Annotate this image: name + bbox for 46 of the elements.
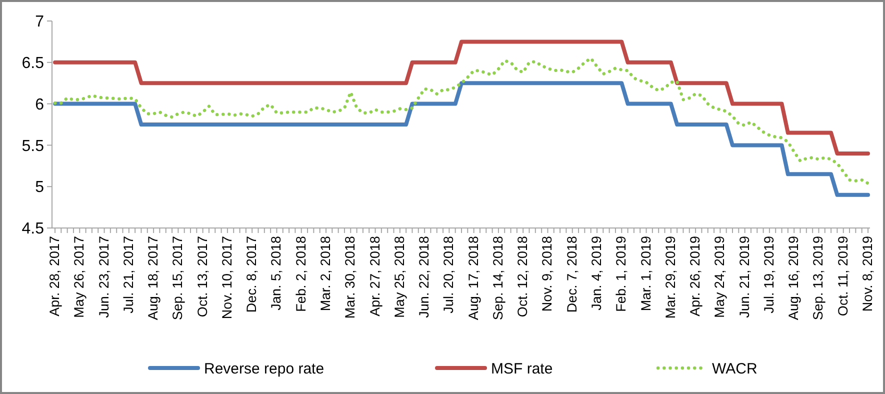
y-tick-label: 5.5 bbox=[22, 138, 44, 155]
x-tick-label: Jul. 20, 2018 bbox=[441, 236, 456, 314]
x-tick-label: Mar. 30, 2018 bbox=[342, 236, 358, 319]
legend-label: MSF rate bbox=[491, 360, 553, 378]
x-tick-label: Oct. 11, 2019 bbox=[835, 236, 850, 316]
x-tick-label: May 26, 2017 bbox=[72, 236, 87, 318]
x-tick-label: Nov. 9, 2018 bbox=[540, 236, 555, 312]
x-tick-label: Feb. 2, 2018 bbox=[293, 236, 308, 312]
x-tick-label: Apr. 26, 2019 bbox=[688, 236, 703, 316]
x-tick-label: Mar. 2, 2018 bbox=[318, 236, 333, 312]
x-tick-label: Mar. 1, 2019 bbox=[638, 236, 654, 312]
legend-label: Reverse repo rate bbox=[204, 360, 324, 378]
x-tick-label: May 24, 2019 bbox=[712, 236, 728, 318]
x-tick-label: Nov. 8, 2019 bbox=[860, 236, 875, 312]
x-tick-label: Nov. 10, 2017 bbox=[219, 236, 234, 320]
x-tick-label: Aug. 16, 2019 bbox=[786, 236, 802, 320]
y-tick-label: 6.5 bbox=[22, 55, 44, 72]
x-tick-label: Jan. 4, 2019 bbox=[589, 236, 604, 310]
x-tick-label: Dec. 8, 2017 bbox=[244, 236, 260, 313]
x-tick-label: Aug. 17, 2018 bbox=[466, 236, 481, 320]
x-tick-label: Jul. 19, 2019 bbox=[761, 236, 776, 314]
y-tick-label: 7 bbox=[35, 14, 44, 31]
x-tick-label: Dec. 7, 2018 bbox=[564, 236, 580, 313]
x-tick-label: Jun. 22, 2018 bbox=[416, 236, 432, 318]
line-series bbox=[53, 81, 870, 197]
x-tick-label: Jun. 23, 2017 bbox=[96, 236, 112, 318]
line-series bbox=[53, 56, 870, 185]
x-tick-label: Jun. 21, 2019 bbox=[736, 236, 752, 318]
x-tick-label: Oct. 12, 2018 bbox=[515, 236, 530, 318]
x-tick-label: Jul. 21, 2017 bbox=[120, 236, 136, 314]
legend-label: WACR bbox=[712, 360, 758, 378]
x-tick-label: Feb. 1, 2019 bbox=[614, 236, 629, 312]
y-tick-label: 5 bbox=[35, 179, 44, 196]
x-tick-label: Sep. 14, 2018 bbox=[490, 236, 506, 320]
x-tick-label: Mar. 29, 2019 bbox=[662, 236, 678, 319]
x-tick-label: Jan. 5, 2018 bbox=[268, 236, 284, 310]
y-tick-label: 6 bbox=[35, 96, 44, 114]
x-tick-label: Sep. 15, 2017 bbox=[170, 236, 186, 320]
x-tick-label: Apr. 27, 2018 bbox=[367, 236, 382, 316]
x-tick-label: Oct. 13, 2017 bbox=[194, 236, 210, 318]
y-tick-label: 4.5 bbox=[22, 220, 44, 238]
x-tick-label: Apr. 28, 2017 bbox=[47, 236, 62, 316]
x-tick-label: May 25, 2018 bbox=[392, 236, 407, 318]
line-series bbox=[53, 40, 870, 156]
x-tick-label: Sep. 13, 2019 bbox=[810, 236, 826, 320]
x-tick-label: Aug. 18, 2017 bbox=[146, 236, 161, 320]
